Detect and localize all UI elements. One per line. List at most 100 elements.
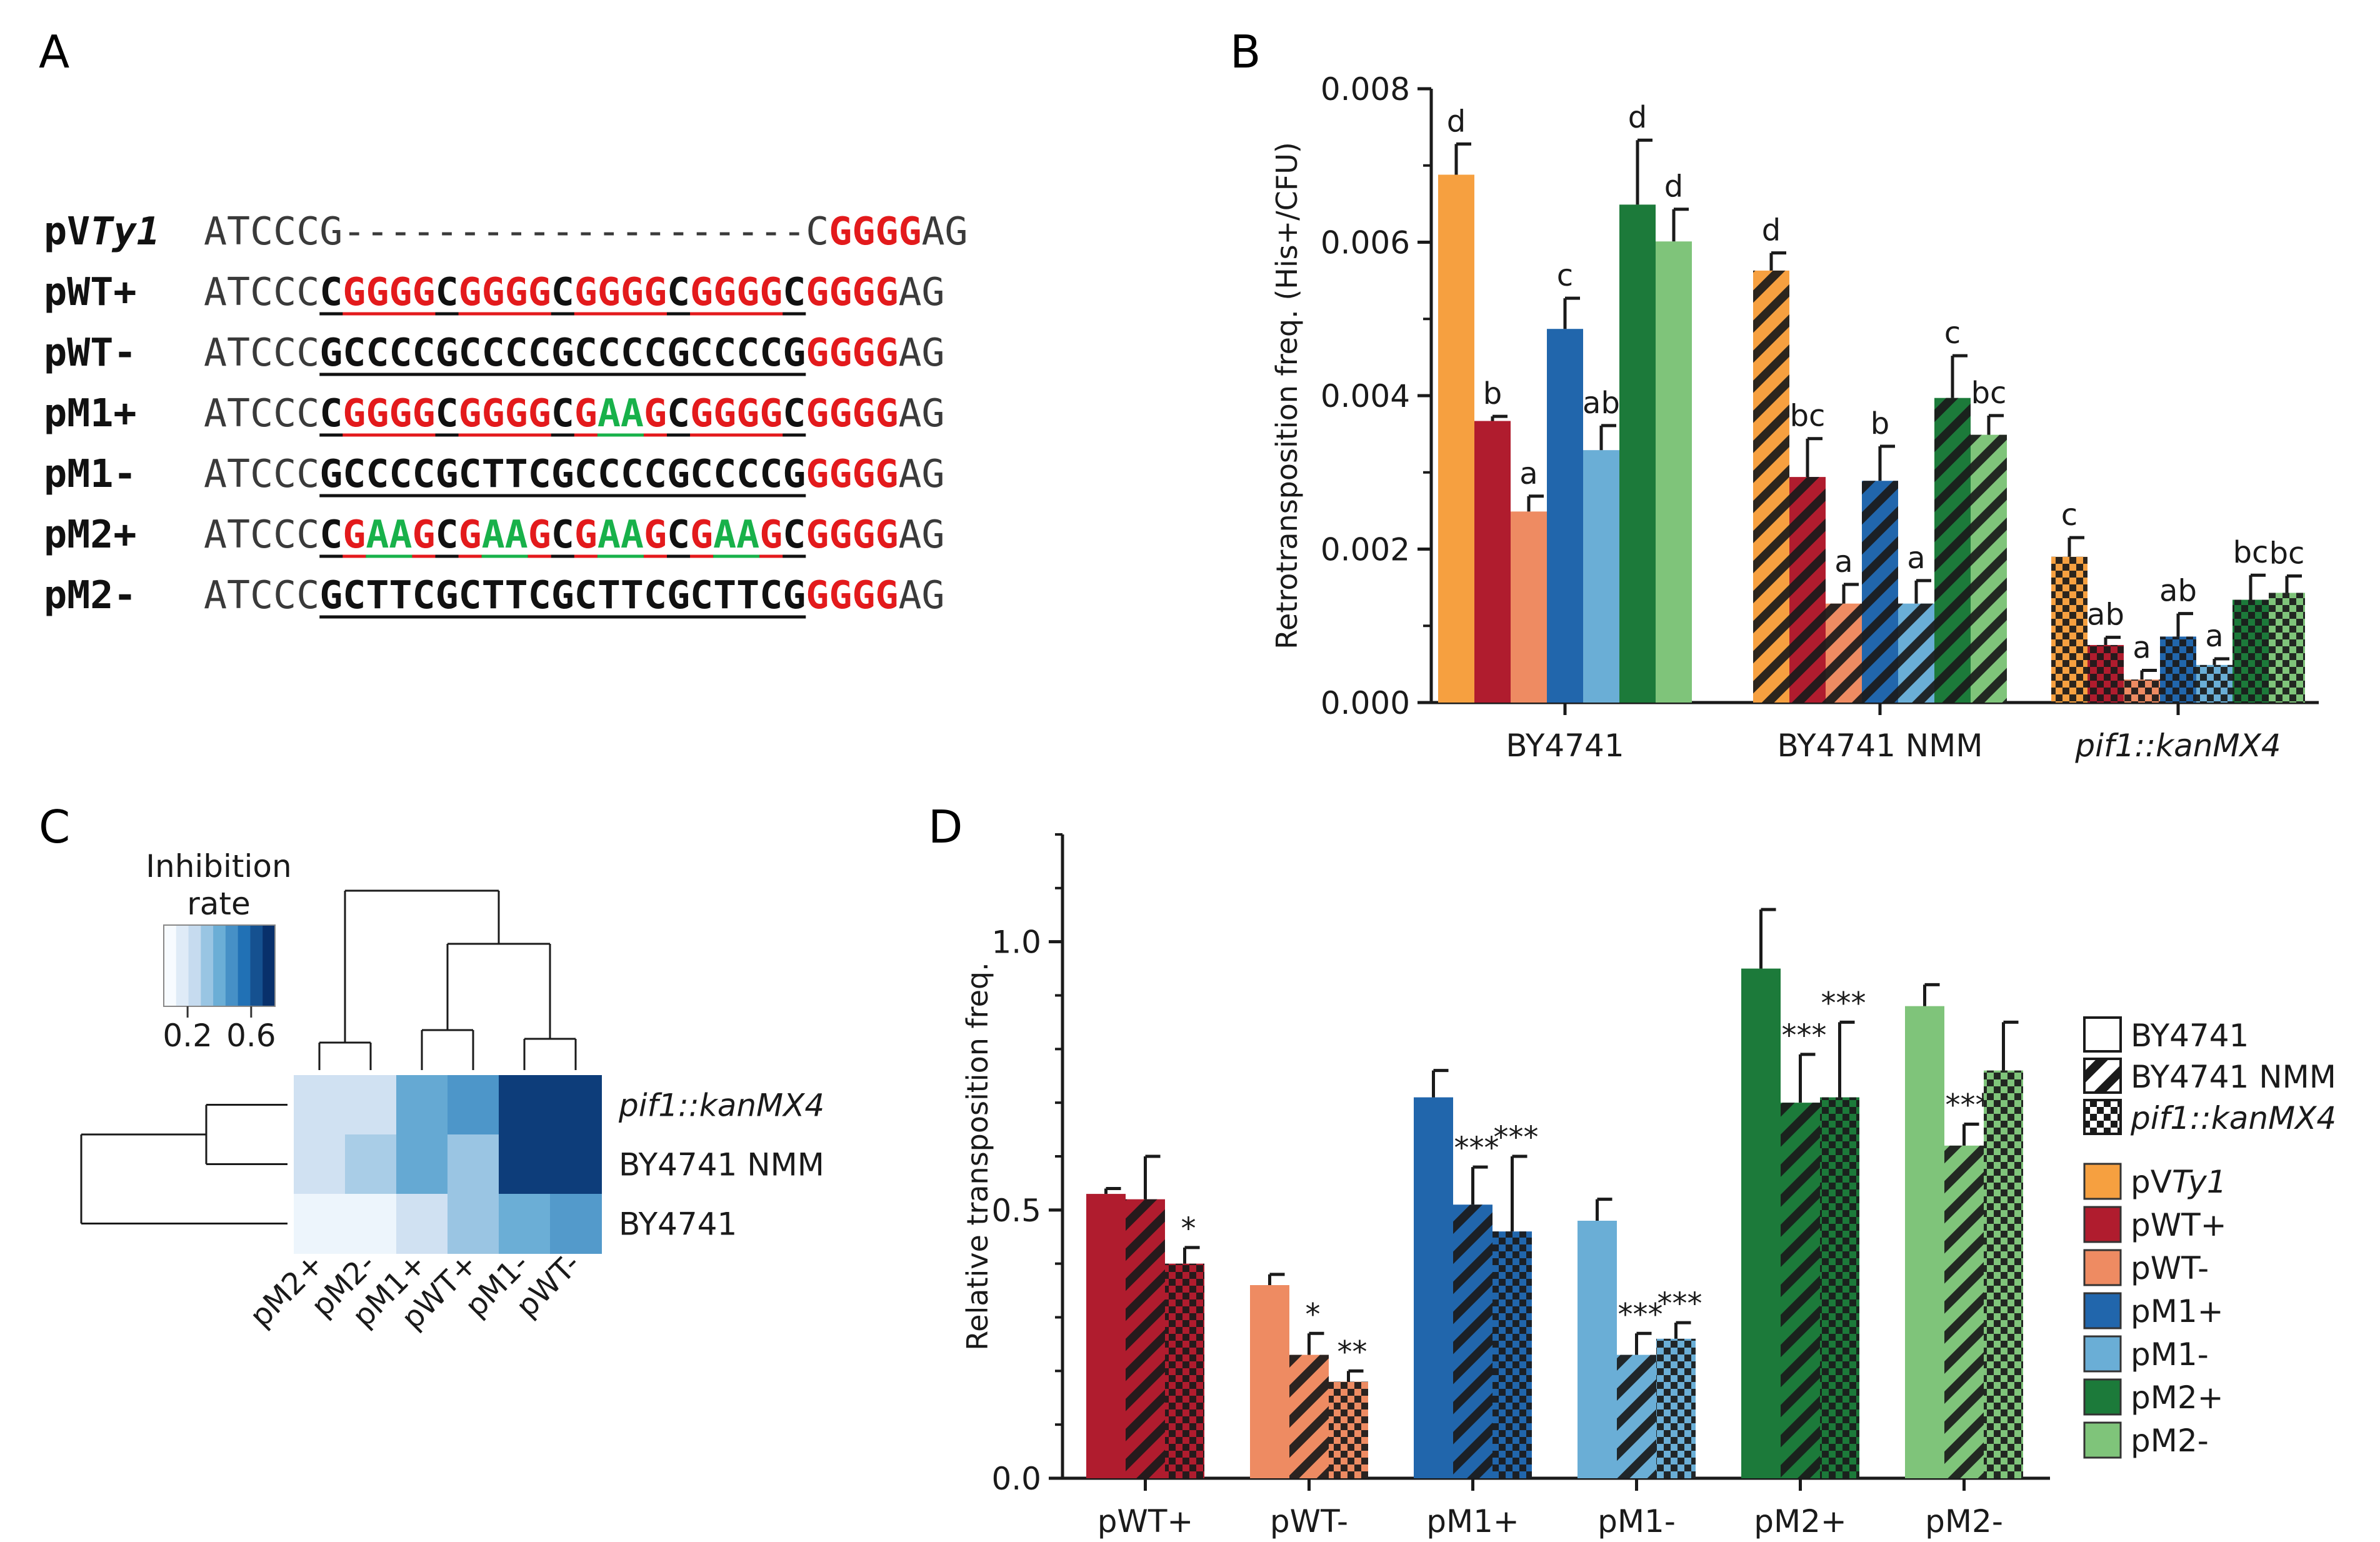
heatmap-cell: [448, 1134, 499, 1194]
bar: [1250, 1285, 1289, 1478]
heatmap-cell: [294, 1194, 346, 1254]
significance-letter: bc: [1790, 399, 1826, 434]
row-label: pM2+: [44, 512, 137, 557]
sequence-segment: AG: [899, 391, 945, 436]
legend-swatch: [176, 925, 189, 1006]
significance-stars: ***: [1658, 1286, 1702, 1321]
legend-title: Inhibition: [146, 848, 291, 884]
x-tick-label: BY4741: [1506, 728, 1624, 764]
sequence-segment: ATCCC: [204, 391, 319, 436]
sequence-segment: C: [551, 269, 574, 314]
panel-label-d: D: [928, 801, 962, 853]
bar-pattern: [1789, 477, 1826, 703]
significance-letter: d: [1628, 100, 1647, 135]
bar-pattern: [1126, 1199, 1165, 1478]
significance-letter: ab: [2087, 598, 2124, 633]
significance-letter: bc: [2233, 535, 2269, 570]
sequence-segment: C: [806, 209, 829, 254]
y-axis-title: Retrotransposition freq. (His+/CFU): [1270, 142, 1304, 649]
y-tick-label: 1.0: [991, 924, 1041, 961]
bar-pattern: [1617, 1354, 1656, 1478]
row-label: pWT+: [44, 269, 137, 314]
legend-swatch: [2083, 1163, 2122, 1200]
sequence-segment: AA: [713, 512, 759, 557]
significance-letter: c: [1557, 258, 1573, 293]
y-tick-label: 0.008: [1321, 71, 1410, 108]
sequence-segment: GCCCCGCCCCGCCCCGCCCCG: [319, 330, 806, 375]
significance-stars: *: [1306, 1297, 1321, 1332]
sequence-segment: GGGG: [806, 512, 898, 557]
bar-pattern: [2088, 644, 2124, 703]
legend-swatch: [2083, 1292, 2122, 1329]
legend-swatch: [188, 925, 202, 1006]
sequence-segment: GGGG: [342, 391, 435, 436]
heatmap-cell: [448, 1194, 499, 1254]
sequence-segment: C: [319, 391, 342, 436]
sequence-segment: GGGG: [806, 451, 898, 496]
bar-pattern: [1820, 1097, 1859, 1478]
legend-tick-label: 0.2: [162, 1018, 212, 1054]
sequence-segment: G: [342, 512, 366, 557]
legend-tick-label: 0.6: [226, 1018, 276, 1054]
legend-label: pWT-: [2131, 1250, 2209, 1286]
sequence-segment: C: [319, 269, 342, 314]
sequence-segment: AA: [598, 512, 644, 557]
heatmap-row-label: pif1::kanMX4: [618, 1088, 824, 1124]
sequence-segment: AG: [898, 573, 944, 618]
sequence-text: ATCCCGCTTCGCTTCGCTTCGCTTCGGGGGAG: [204, 573, 945, 618]
legend-label: BY4741 NMM: [2131, 1059, 2336, 1095]
bar-pattern: [1329, 1381, 1368, 1478]
bar: [1905, 1006, 1944, 1478]
y-tick-label: 0.0: [991, 1461, 1041, 1497]
legend-swatch: [2083, 1421, 2122, 1459]
bar: [1583, 450, 1619, 703]
sequence-segment: ATCCC: [204, 269, 319, 314]
heatmap-cell: [396, 1194, 448, 1254]
bar-pattern: [1826, 603, 1862, 703]
sequence-segment: GGGG: [690, 391, 782, 436]
sequence-segment: GGGG: [342, 269, 435, 314]
heatmap-cell: [396, 1134, 448, 1194]
legend-title: rate: [187, 886, 251, 922]
significance-letter: d: [1664, 169, 1683, 204]
legend-label: pM2-: [2131, 1423, 2209, 1459]
legend-swatch: [225, 925, 239, 1006]
legend-label-italic: Ty1: [2172, 1164, 2227, 1200]
significance-letter: d: [1447, 104, 1466, 139]
legend-label: BY4741: [2131, 1018, 2249, 1054]
sequence-segment: G: [528, 512, 551, 557]
sequence-text: ATCCCCGGGGCGGGGCGAAGCGGGGCGGGGAG: [204, 391, 945, 436]
legend-swatch-pattern: [2086, 1060, 2119, 1091]
sequence-segment: C: [436, 391, 459, 436]
legend-swatch: [164, 925, 177, 1006]
sequence-segment: G: [574, 391, 598, 436]
significance-letter: c: [1944, 316, 1961, 351]
sequence-segment: AG: [899, 512, 945, 557]
heatmap-cell: [550, 1075, 602, 1135]
significance-stars: ***: [1454, 1131, 1499, 1166]
legend-swatch: [250, 925, 264, 1006]
bar: [1547, 329, 1583, 703]
bar-pattern: [1944, 1145, 1984, 1478]
sequence-segment: GGGG: [806, 269, 898, 314]
legend-label: pVTy1: [2131, 1164, 2227, 1200]
sequence-segment: C: [667, 512, 690, 557]
bar-pattern: [1898, 603, 1934, 703]
bar-pattern: [1289, 1354, 1329, 1478]
legend-swatch: [238, 925, 251, 1006]
y-tick-label: 0.000: [1321, 685, 1410, 721]
sequence-segment: AG: [922, 209, 968, 254]
significance-letter: c: [2061, 498, 2078, 533]
significance-stars: ***: [1821, 986, 1866, 1021]
significance-letter: a: [2205, 619, 2223, 654]
sequence-segment: AG: [899, 269, 945, 314]
x-tick-label: pWT-: [1270, 1503, 1348, 1539]
heatmap-row-label: BY4741 NMM: [619, 1147, 824, 1183]
significance-letter: a: [1519, 456, 1538, 491]
bar-pattern: [1934, 398, 1971, 703]
sequence-segment: GGGG: [459, 391, 551, 436]
sequence-segment: GCTTCGCTTCGCTTCGCTTCG: [319, 573, 806, 618]
row-label: pWT-: [44, 330, 137, 375]
sequence-segment: C: [436, 512, 459, 557]
